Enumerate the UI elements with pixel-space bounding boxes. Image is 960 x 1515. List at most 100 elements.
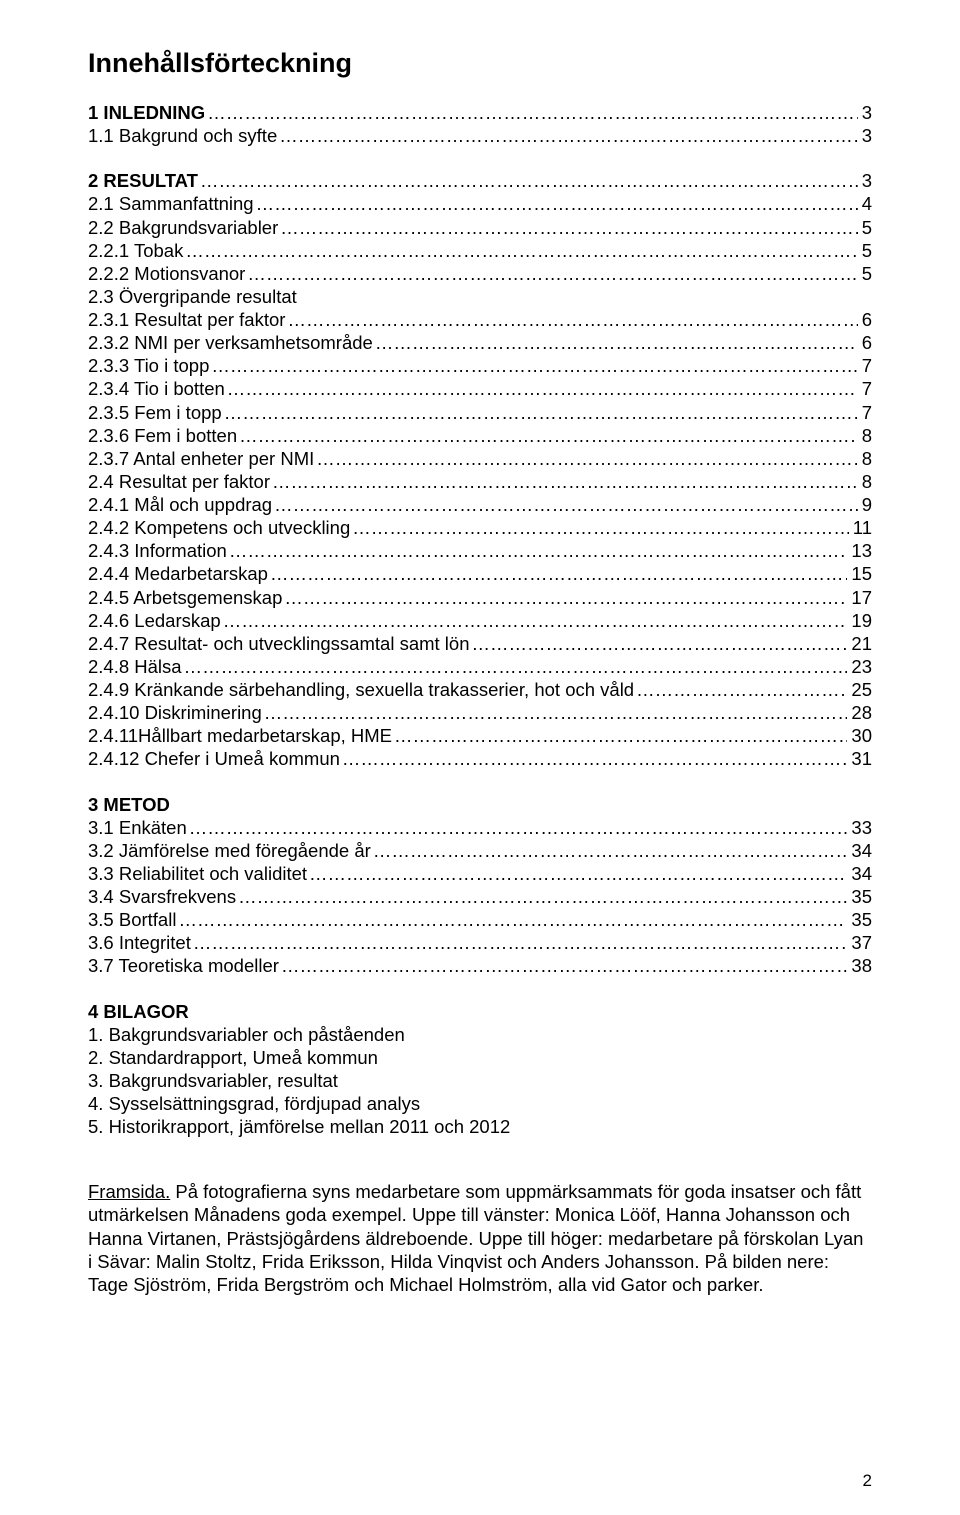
toc-page-number: 7 — [860, 354, 872, 377]
toc-leader — [280, 216, 857, 239]
toc-section-head-line: 1 INLEDNING 3 — [88, 101, 872, 124]
caption-text: På fotografierna syns medarbetare som up… — [88, 1181, 863, 1295]
toc-leader — [247, 262, 857, 285]
toc-page-number: 8 — [860, 447, 872, 470]
attachment-item: 1. Bakgrundsvariabler och påståenden — [88, 1023, 872, 1046]
toc-leader — [193, 931, 848, 954]
toc-leader — [211, 354, 857, 377]
toc-page-number: 3 — [860, 169, 872, 192]
toc-entry-label: 2.3.6 Fem i botten — [88, 424, 237, 447]
toc-leader — [184, 655, 848, 678]
toc-page-number: 4 — [860, 192, 872, 215]
toc-leader — [224, 401, 858, 424]
toc-entry: 2.4.1 Mål och uppdrag9 — [88, 493, 872, 516]
toc-page-number: 38 — [849, 954, 872, 977]
toc-entry: 2.4.5 Arbetsgemenskap17 — [88, 586, 872, 609]
page-number: 2 — [863, 1471, 872, 1491]
toc-entry-label: 3.4 Svarsfrekvens — [88, 885, 236, 908]
toc-entry-label: 2.4.10 Diskriminering — [88, 701, 262, 724]
toc-leader — [274, 493, 858, 516]
toc-entry: 2.3.6 Fem i botten8 — [88, 424, 872, 447]
document-page: Innehållsförteckning 1 INLEDNING31.1 Bak… — [0, 0, 960, 1515]
toc-entry: 2.3 Övergripande resultat — [88, 285, 872, 308]
toc-page-number: 6 — [860, 331, 872, 354]
toc-entry: 2.4 Resultat per faktor 8 — [88, 470, 872, 493]
toc-entry: 2.4.12 Chefer i Umeå kommun 31 — [88, 747, 872, 770]
page-title: Innehållsförteckning — [88, 48, 872, 79]
toc-entry: 2.4.7 Resultat- och utvecklingssamtal sa… — [88, 632, 872, 655]
toc-entry: 3.5 Bortfall35 — [88, 908, 872, 931]
toc-entry-label: 2.2.2 Motionsvanor — [88, 262, 245, 285]
toc-entry-label: 2.2.1 Tobak — [88, 239, 183, 262]
toc-page-number: 3 — [860, 124, 872, 147]
toc-entry: 2.1 Sammanfattning 4 — [88, 192, 872, 215]
attachment-item: 2. Standardrapport, Umeå kommun — [88, 1046, 872, 1069]
toc-entry-label: 3.5 Bortfall — [88, 908, 176, 931]
toc-entry-label: 2.4.1 Mål och uppdrag — [88, 493, 272, 516]
toc-page-number: 19 — [849, 609, 872, 632]
toc-page-number: 37 — [849, 931, 872, 954]
toc-entry: 3.2 Jämförelse med föregående år 34 — [88, 839, 872, 862]
toc-page-number: 34 — [849, 839, 872, 862]
toc-page-number: 35 — [849, 885, 872, 908]
toc-entry-label: 3.6 Integritet — [88, 931, 191, 954]
table-of-contents: 1 INLEDNING31.1 Bakgrund och syfte32 RES… — [88, 101, 872, 978]
toc-section-head-line: 2 RESULTAT 3 — [88, 169, 872, 192]
toc-entry-label: 2.4.2 Kompetens och utveckling — [88, 516, 350, 539]
toc-entry-label: 3.2 Jämförelse med föregående år — [88, 839, 371, 862]
toc-page-number: 8 — [860, 470, 872, 493]
toc-entry-label: 2.3.5 Fem i topp — [88, 401, 222, 424]
toc-entry: 2.4.2 Kompetens och utveckling11 — [88, 516, 872, 539]
toc-entry-label: 2.4.4 Medarbetarskap — [88, 562, 268, 585]
toc-leader — [373, 839, 848, 862]
toc-entry-label: 2.1 Sammanfattning — [88, 192, 254, 215]
toc-entry-label: 2.4.12 Chefer i Umeå kommun — [88, 747, 340, 770]
toc-entry-label: 2.4 Resultat per faktor — [88, 470, 270, 493]
toc-leader — [342, 747, 848, 770]
toc-page-number: 17 — [849, 586, 872, 609]
toc-page-number: 5 — [860, 262, 872, 285]
toc-leader — [256, 192, 858, 215]
toc-page-number: 28 — [849, 701, 872, 724]
toc-section: 2 RESULTAT 3 2.1 Sammanfattning 4 2.2 Bakgru… — [88, 169, 872, 770]
toc-leader — [394, 724, 847, 747]
toc-section-head-label: 2 RESULTAT — [88, 169, 198, 192]
toc-leader — [471, 632, 847, 655]
toc-entry-label: 2.3.3 Tio i topp — [88, 354, 209, 377]
toc-page-number: 33 — [849, 816, 872, 839]
toc-entry: 2.3.1 Resultat per faktor6 — [88, 308, 872, 331]
toc-entry: 3.3 Reliabilitet och validitet34 — [88, 862, 872, 885]
toc-entry-label: 2.2 Bakgrundsvariabler — [88, 216, 278, 239]
attachment-item: 5. Historikrapport, jämförelse mellan 20… — [88, 1115, 872, 1138]
toc-leader — [200, 169, 858, 192]
toc-leader — [352, 516, 849, 539]
toc-page-number: 25 — [849, 678, 872, 701]
toc-page-number: 5 — [860, 239, 872, 262]
toc-leader — [227, 377, 858, 400]
toc-page-number: 30 — [849, 724, 872, 747]
toc-leader — [207, 101, 858, 124]
toc-entry: 1.1 Bakgrund och syfte 3 — [88, 124, 872, 147]
toc-entry-label: 3.1 Enkäten — [88, 816, 187, 839]
toc-leader — [287, 308, 857, 331]
toc-entry-label: 1.1 Bakgrund och syfte — [88, 124, 277, 147]
attachment-item: 4. Sysselsättningsgrad, fördjupad analys — [88, 1092, 872, 1115]
toc-entry: 3.6 Integritet 37 — [88, 931, 872, 954]
toc-section-head-label: 3 METOD — [88, 793, 872, 816]
toc-leader — [239, 424, 858, 447]
attachments-heading: 4 BILAGOR — [88, 1000, 872, 1023]
toc-leader — [309, 862, 847, 885]
toc-entry-label: 2.3.4 Tio i botten — [88, 377, 225, 400]
toc-leader — [284, 586, 847, 609]
toc-entry-label: 2.3 Övergripande resultat — [88, 285, 297, 308]
toc-entry: 2.3.5 Fem i topp7 — [88, 401, 872, 424]
toc-page-number: 31 — [849, 747, 872, 770]
toc-page-number: 6 — [860, 308, 872, 331]
toc-entry: 2.4.10 Diskriminering 28 — [88, 701, 872, 724]
toc-leader — [281, 954, 847, 977]
toc-entry-label: 2.4.11Hållbart medarbetarskap, HME — [88, 724, 392, 747]
toc-leader — [185, 239, 857, 262]
toc-page-number: 3 — [860, 101, 872, 124]
toc-section-head-label: 1 INLEDNING — [88, 101, 205, 124]
toc-page-number: 13 — [849, 539, 872, 562]
